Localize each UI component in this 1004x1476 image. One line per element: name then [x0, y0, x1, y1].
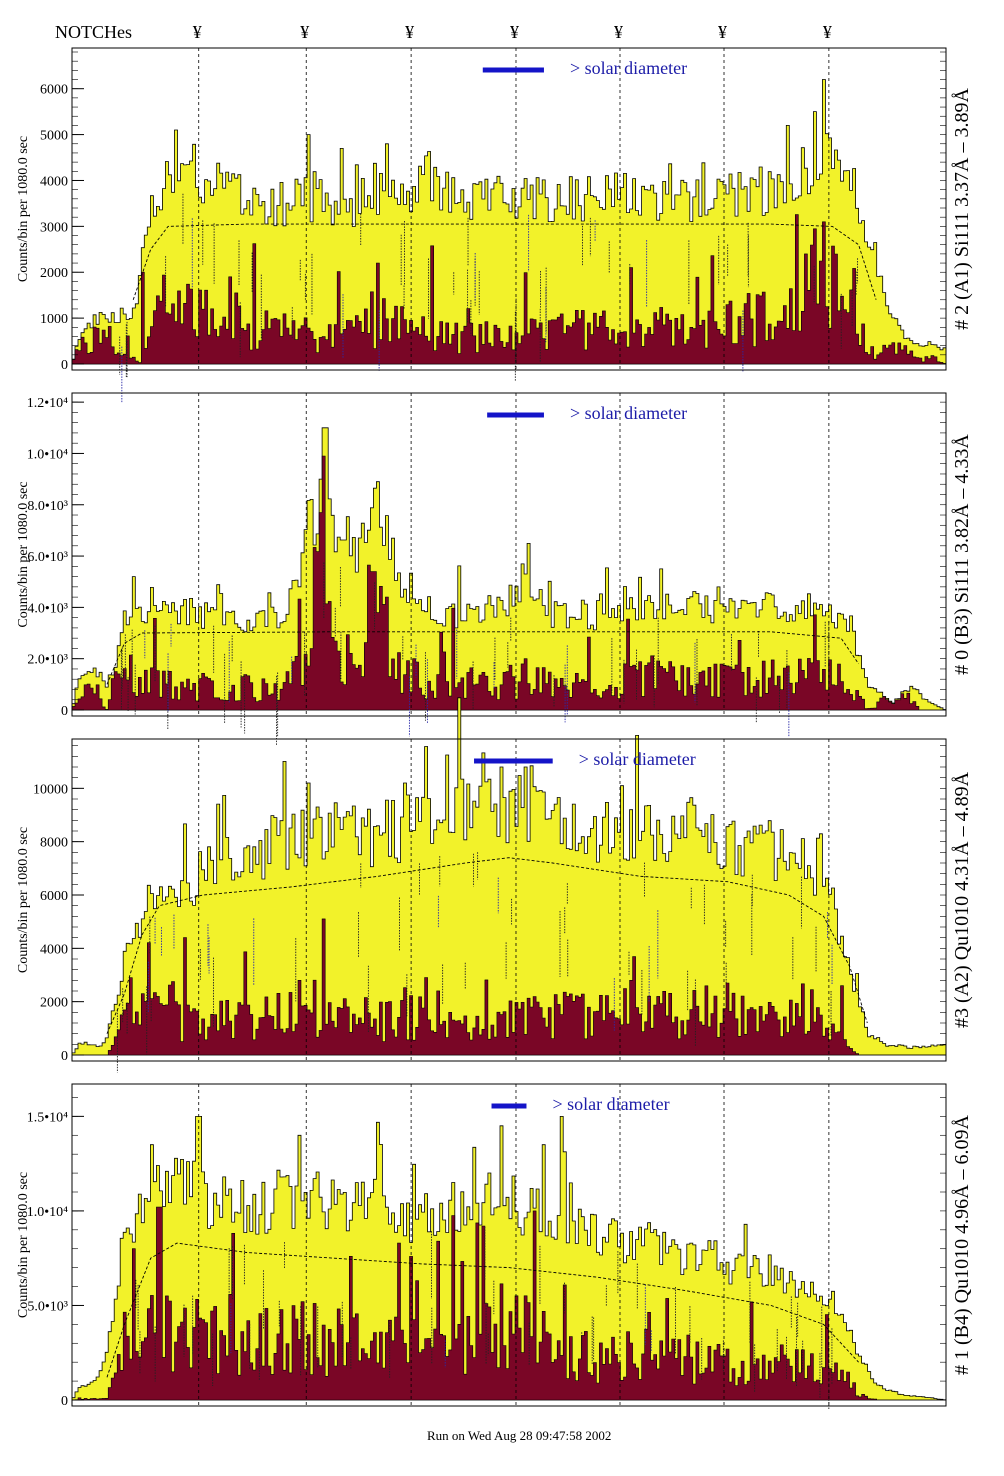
y-tick-label: 6000: [40, 83, 68, 98]
subset-counts-histogram: [72, 918, 946, 1056]
y-tick-label: 0: [61, 1394, 68, 1409]
y-tick-label: 1.0•10⁴: [27, 447, 68, 462]
annotation-marks: [135, 1226, 833, 1410]
panel-3: 0 2000 4000 6000 8000 10000 Counts/bin per 108…: [16, 697, 973, 1073]
panel-4: 0 5.0•10³ 1.0•10⁴ 1.5•10⁴ Counts/bin per 108…: [16, 1083, 973, 1410]
annotation-marks: [116, 852, 833, 1073]
y-tick-label: 5000: [40, 129, 68, 144]
y-tick-label: 2.0•10³: [27, 653, 68, 668]
notch-marker-1: ¥: [193, 22, 202, 42]
y-tick-label: 0: [61, 1049, 68, 1064]
notches-label: NOTCHes: [55, 22, 132, 42]
y-tick-label: 4000: [40, 174, 68, 189]
y-tick-label: 0: [61, 704, 68, 719]
annotation-marks: [120, 562, 830, 746]
notch-marker-5: ¥: [614, 22, 623, 42]
plot-frame: [71, 47, 947, 371]
y-tick-label: 1.5•10⁴: [27, 1110, 68, 1125]
model-curve: [106, 857, 868, 1034]
y-axis-label: Counts/bin per 1080.0 sec: [16, 827, 31, 973]
y-tick-label: 2000: [40, 266, 68, 281]
y-axis-label: Counts/bin per 1080.0 sec: [16, 1172, 31, 1318]
notch-marker-7: ¥: [823, 22, 832, 42]
y-tick-label: 6.0•10³: [27, 550, 68, 565]
y-tick-label: 2000: [40, 996, 68, 1011]
run-footer: Run on Wed Aug 28 09:47:58 2002: [427, 1428, 611, 1443]
panels: 0 1000 2000 3000 4000 5000 6000 Counts/bin per …: [16, 47, 973, 1410]
notch-marker-2: ¥: [300, 22, 309, 42]
y-tick-label: 1.0•10⁴: [27, 1205, 68, 1220]
model-curve: [106, 631, 859, 685]
panel-2: 0 2.0•10³ 4.0•10³ 6.0•10³ 8.0•10³ 1.0•10⁴ 1.2•…: [16, 392, 973, 746]
total-counts-histogram: [71, 697, 947, 1056]
subset-counts-histogram: [71, 455, 946, 711]
notch-marker-3: ¥: [405, 22, 414, 42]
detector-label: # 1 (B4) Qu1010 4.96Å – 6.09Å: [951, 1114, 973, 1375]
y-tick-label: 1.2•10⁴: [27, 396, 68, 411]
annotation-marks: [119, 193, 859, 403]
notch-marker-4: ¥: [510, 22, 519, 42]
total-counts-histogram: [71, 1116, 947, 1401]
total-counts-histogram: [71, 427, 947, 711]
y-axis-label: Counts/bin per 1080.0 sec: [16, 136, 31, 282]
y-tick-label: 3000: [40, 220, 68, 235]
solar-diameter-label: > solar diameter: [570, 58, 687, 78]
y-tick-label: 6000: [40, 889, 68, 904]
solar-diameter-label: > solar diameter: [552, 1094, 669, 1114]
notch-markers: ¥ ¥ ¥ ¥ ¥ ¥ ¥: [193, 22, 832, 42]
detector-label: # 2 (A1) Si111 3.37Å – 3.89Å: [951, 88, 973, 330]
y-tick-label: 10000: [33, 782, 68, 797]
plot-frame: [71, 392, 947, 717]
subset-counts-histogram: [71, 214, 947, 365]
y-tick-label: 1000: [40, 312, 68, 327]
y-tick-label: 8.0•10³: [27, 499, 68, 514]
detector-label: # 0 (B3) Si111 3.82Å – 4.33Å: [951, 434, 973, 675]
solar-diameter-label: > solar diameter: [570, 403, 687, 423]
plot-frame: [71, 1083, 947, 1407]
y-tick-label: 5.0•10³: [27, 1299, 68, 1314]
notch-marker-6: ¥: [718, 22, 727, 42]
subset-counts-histogram: [71, 1206, 946, 1401]
y-axis-label: Counts/bin per 1080.0 sec: [16, 481, 31, 627]
detector-label: #3 (A2) Qu1010 4.31Å – 4.89Å: [951, 771, 973, 1028]
panel-1: 0 1000 2000 3000 4000 5000 6000 Counts/bin per …: [16, 47, 973, 403]
solar-diameter-label: > solar diameter: [579, 749, 696, 769]
y-tick-label: 0: [61, 358, 68, 373]
total-counts-histogram: [71, 79, 947, 365]
model-curve: [106, 1242, 859, 1378]
y-tick-label: 4000: [40, 942, 68, 957]
model-curve: [132, 223, 877, 300]
y-tick-label: 4.0•10³: [27, 601, 68, 616]
plot-frame: [71, 738, 947, 1062]
y-tick-label: 8000: [40, 836, 68, 851]
